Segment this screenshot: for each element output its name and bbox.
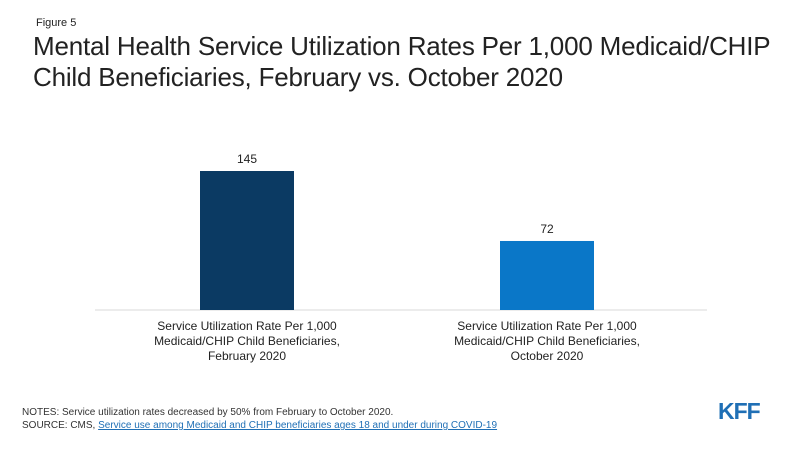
data-label-1: 145: [237, 152, 257, 166]
category-label-1: Service Utilization Rate Per 1,000 Medica…: [154, 319, 340, 363]
notes-section: NOTES: Service utilization rates decreas…: [22, 406, 497, 432]
figure-label: Figure 5: [36, 17, 77, 29]
bar-2: [500, 240, 594, 310]
notes-text: NOTES: Service utilization rates decreas…: [22, 407, 394, 418]
category-label-2: Service Utilization Rate Per 1,000 Medica…: [454, 319, 640, 363]
kff-logo: KFF: [718, 398, 761, 424]
chart-title: Mental Health Service Utilization Rates …: [33, 31, 770, 92]
source-link[interactable]: Service use among Medicaid and CHIP bene…: [98, 420, 498, 431]
bars-group: 145 Service Utilization Rate Per 1,000 Med…: [154, 152, 640, 363]
source-line: SOURCE: CMS, Service use among Medicaid …: [22, 419, 497, 432]
source-prefix: SOURCE: CMS,: [22, 420, 96, 431]
data-label-2: 72: [540, 222, 554, 236]
bar-1: [200, 171, 294, 310]
